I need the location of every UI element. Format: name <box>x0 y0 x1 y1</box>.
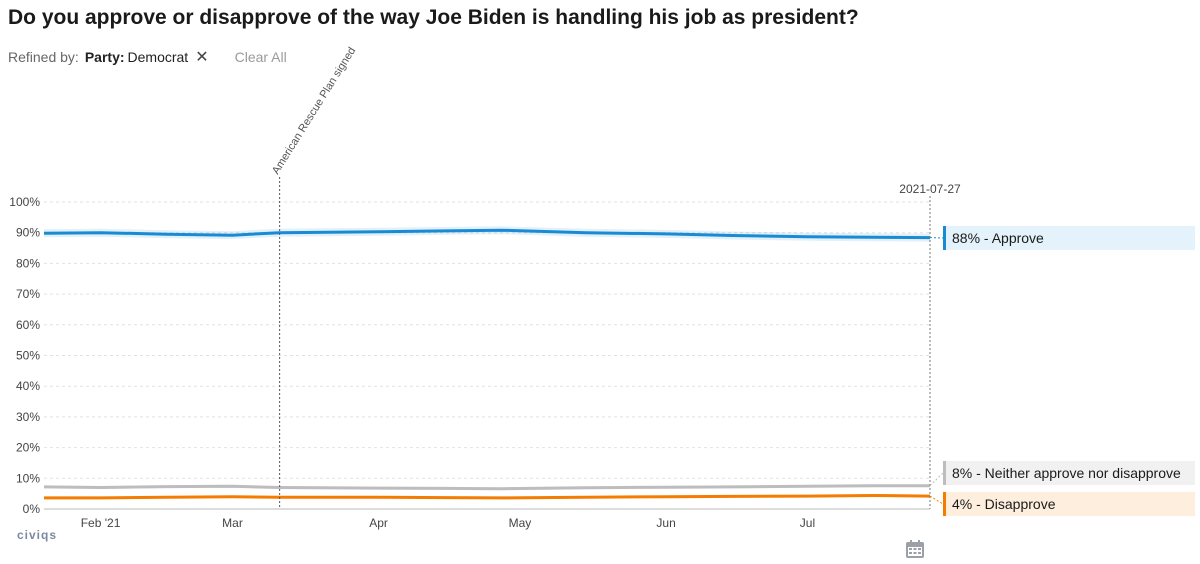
y-tick-label: 50% <box>16 349 40 363</box>
label-connector <box>929 472 944 487</box>
legend-label-bar <box>943 226 946 250</box>
x-tick-label: Jun <box>656 516 675 530</box>
current-date-label: 2021-07-27 <box>899 182 961 196</box>
close-icon[interactable]: ✕ <box>195 49 209 66</box>
series-line <box>43 228 931 240</box>
page-title: Do you approve or disapprove of the way … <box>8 6 859 29</box>
y-tick-label: 10% <box>16 471 40 485</box>
y-tick-label: 100% <box>9 195 40 209</box>
filter-prefix: Refined by: <box>8 49 79 65</box>
y-tick-label: 60% <box>16 318 40 332</box>
series-line <box>43 484 930 491</box>
legend-label-bg <box>943 492 1195 516</box>
legend-label-bar <box>943 461 946 485</box>
chip-value: Democrat <box>127 49 189 65</box>
clear-all-button[interactable]: Clear All <box>234 49 287 65</box>
x-tick-label: May <box>509 516 532 530</box>
chip-key: Party: <box>84 49 125 65</box>
legend-label-bg <box>943 461 1195 485</box>
label-connector <box>929 495 944 505</box>
series-line <box>44 494 931 500</box>
x-tick-label: Mar <box>222 516 243 530</box>
series-value-label: 8% - Neither approve nor disapprove <box>952 465 1181 481</box>
y-tick-label: 70% <box>16 287 40 301</box>
party-filter-chip[interactable]: Party: Democrat ✕ <box>85 47 209 67</box>
series-value-label: 4% - Disapprove <box>952 496 1056 512</box>
series-value-label: 88% - Approve <box>952 230 1044 246</box>
series-band <box>44 226 930 242</box>
y-tick-label: 20% <box>16 441 40 455</box>
x-tick-label: Feb '21 <box>81 516 121 530</box>
y-tick-label: 80% <box>16 256 40 270</box>
x-tick-label: Apr <box>369 516 388 530</box>
y-tick-label: 30% <box>16 410 40 424</box>
y-tick-label: 90% <box>16 226 40 240</box>
filter-bar: Refined by: Party: Democrat ✕ Clear All <box>8 47 287 67</box>
x-tick-label: Jul <box>800 516 815 530</box>
legend-label-bg <box>943 226 1195 250</box>
legend-label-bar <box>943 492 946 516</box>
event-annotation-label: American Rescue Plan signed <box>270 45 358 176</box>
y-tick-label: 0% <box>23 502 41 516</box>
calendar-icon[interactable] <box>905 539 925 564</box>
y-tick-label: 40% <box>16 379 40 393</box>
civiqs-logo: civiqs <box>17 528 58 542</box>
